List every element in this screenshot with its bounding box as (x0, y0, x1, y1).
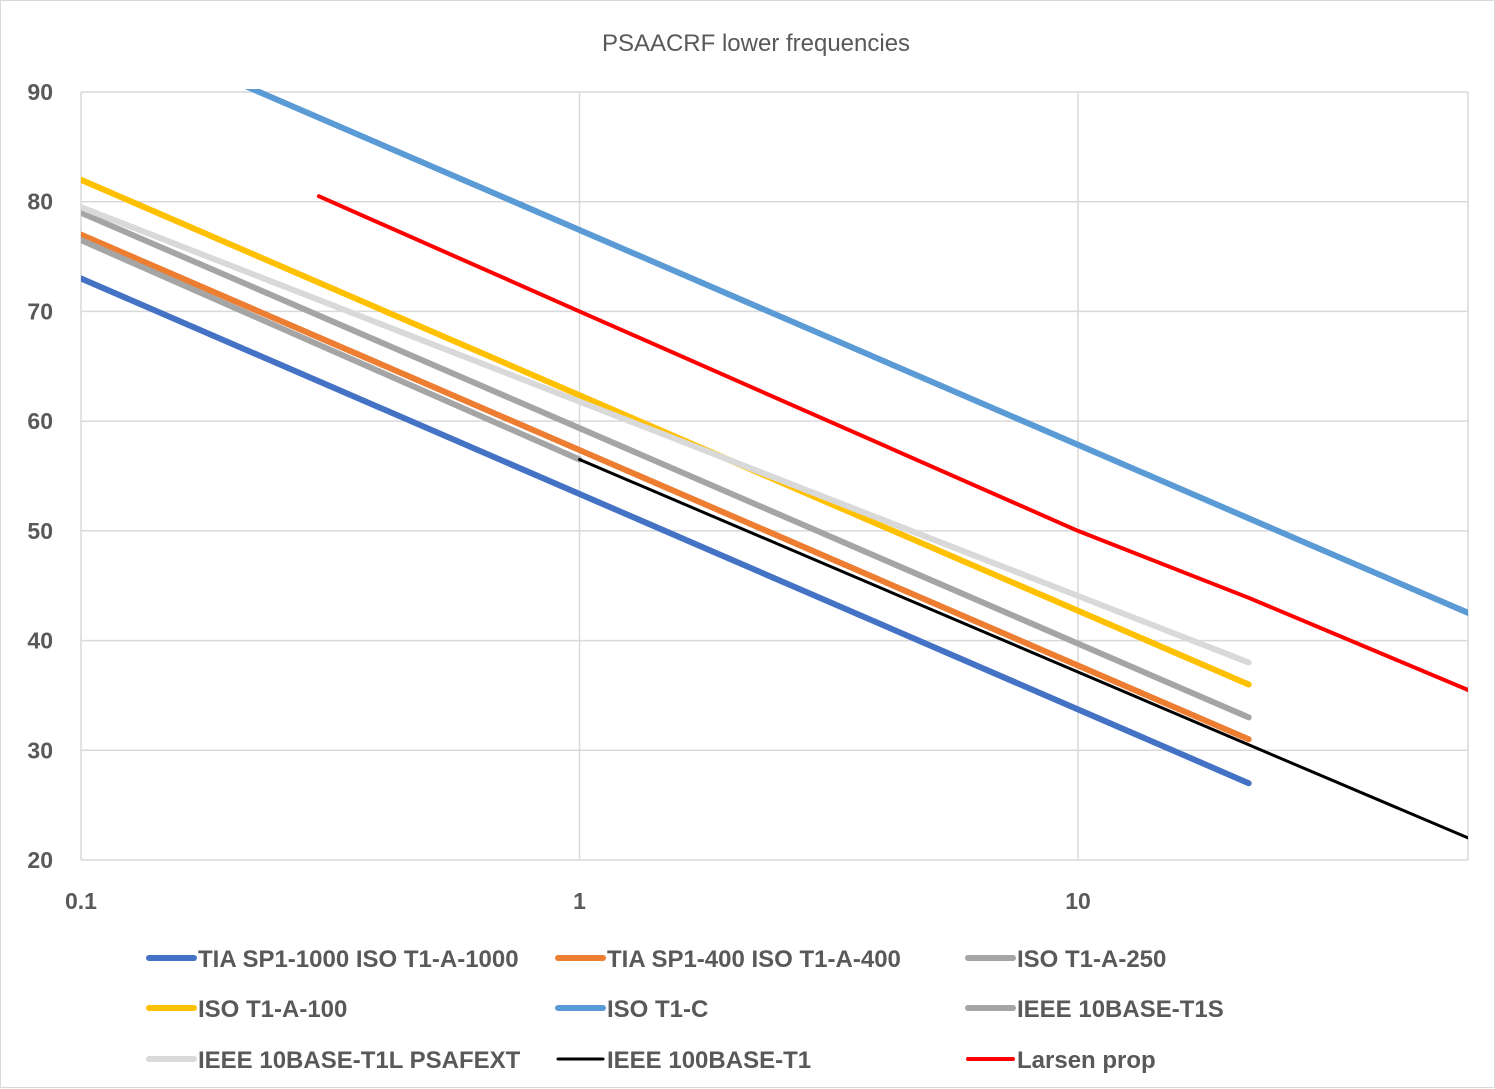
y-tick-label: 40 (27, 628, 53, 654)
legend-label: TIA SP1-1000 ISO T1-A-1000 (198, 946, 519, 973)
x-tick-label: 0.1 (65, 888, 97, 914)
y-tick-label: 60 (27, 408, 53, 434)
legend-label: IEEE 100BASE-T1 (607, 1047, 811, 1074)
axis-layer: 20 30 40 50 60 70 80 90 0.1 1 10 (27, 79, 1090, 914)
series-line (81, 207, 1249, 662)
series-line (81, 240, 580, 459)
chart-title: PSAACRF lower frequencies (602, 30, 910, 57)
legend: TIA SP1-1000 ISO T1-A-1000 TIA SP1-400 IS… (149, 946, 1224, 1074)
legend-label: IEEE 10BASE-T1L PSAFEXT (198, 1047, 521, 1074)
legend-label: ISO T1-C (607, 996, 708, 1023)
legend-label: ISO T1-A-250 (1017, 946, 1166, 973)
series-line (81, 235, 1249, 740)
series-line (81, 213, 1249, 718)
series-line (580, 460, 1495, 852)
legend-label: TIA SP1-400 ISO T1-A-400 (607, 946, 901, 973)
y-tick-label: 20 (27, 847, 53, 873)
x-tick-label: 1 (573, 888, 586, 914)
y-tick-label: 80 (27, 189, 53, 215)
x-tick-label: 10 (1065, 888, 1091, 914)
series-layer (81, 15, 1495, 851)
legend-label: IEEE 10BASE-T1S (1017, 996, 1224, 1023)
series-line (319, 196, 1495, 703)
y-tick-label: 70 (27, 298, 53, 324)
y-tick-label: 90 (27, 79, 53, 105)
legend-label: Larsen prop (1017, 1047, 1156, 1074)
legend-label: ISO T1-A-100 (198, 996, 347, 1023)
y-tick-label: 30 (27, 737, 53, 763)
series-line (81, 15, 1495, 626)
y-tick-label: 50 (27, 518, 53, 544)
